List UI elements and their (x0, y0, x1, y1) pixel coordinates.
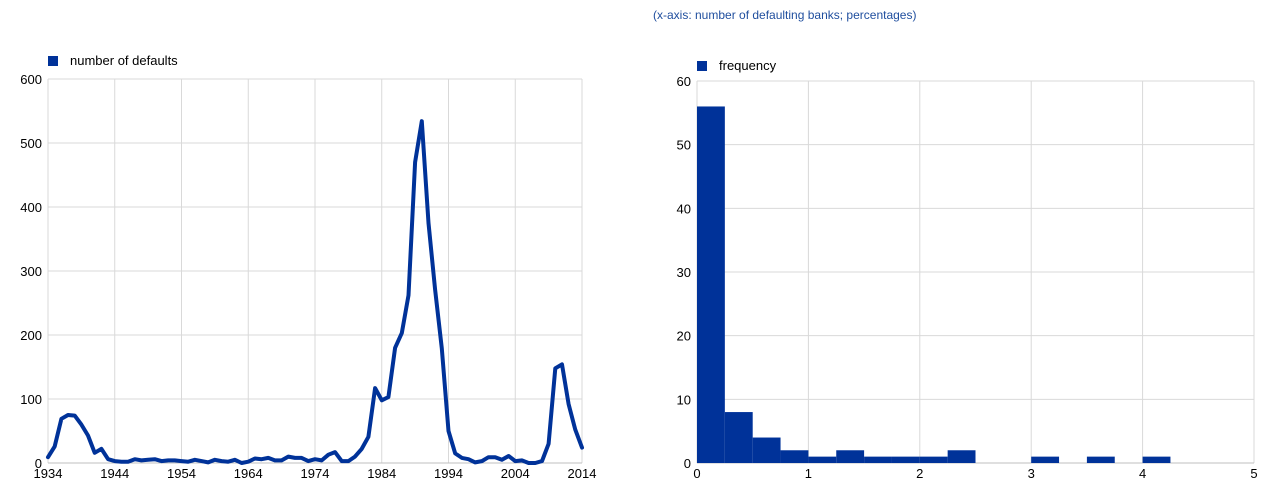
y-tick-label: 100 (20, 392, 42, 407)
y-tick-label: 600 (20, 72, 42, 87)
x-tick-label: 1974 (301, 466, 330, 481)
histogram-bar (891, 456, 920, 463)
legend-label: frequency (719, 58, 777, 73)
histogram-bar (1086, 456, 1115, 463)
y-tick-label: 500 (20, 136, 42, 151)
series-line-number-of-defaults (46, 119, 584, 465)
y-tick-label: 0 (684, 456, 691, 471)
histogram-bar (808, 456, 837, 463)
histogram-bar (724, 412, 753, 463)
histogram-bar (1031, 456, 1060, 463)
histogram-bar (697, 106, 725, 463)
histogram-bar (752, 437, 781, 463)
x-tick-label: 1994 (434, 466, 463, 481)
x-tick-label: 4 (1139, 466, 1146, 481)
y-tick-label: 200 (20, 328, 42, 343)
x-tick-label: 0 (693, 466, 700, 481)
legend-label: number of defaults (70, 53, 178, 68)
histogram-bar (1142, 456, 1171, 463)
histogram-bar (864, 456, 892, 463)
x-tick-label: 1954 (167, 466, 196, 481)
y-tick-label: 0 (35, 456, 42, 471)
x-tick-label: 1964 (234, 466, 263, 481)
y-tick-label: 50 (677, 138, 691, 153)
y-tick-label: 300 (20, 264, 42, 279)
x-tick-label: 1934 (34, 466, 63, 481)
y-tick-label: 400 (20, 200, 42, 215)
histogram-bar (780, 450, 809, 463)
histogram-bar (836, 450, 865, 463)
legend-swatch (48, 56, 58, 66)
x-tick-label: 5 (1250, 466, 1257, 481)
x-tick-label: 1984 (367, 466, 396, 481)
chart-defaults-line: 0 100 200 300 400 500 600 1934 1944 1954 1964 1974 1… (20, 53, 596, 481)
chart-subtitle: (x-axis: number of defaulting banks; per… (653, 8, 917, 22)
chart-frequency-histogram: 0 10 20 30 40 50 60 0 1 2 3 4 5 frequency (677, 58, 1258, 481)
x-tick-label: 2014 (568, 466, 597, 481)
x-tick-label: 2 (916, 466, 923, 481)
x-tick-label: 1944 (100, 466, 129, 481)
x-tick-label: 2004 (501, 466, 530, 481)
histogram-bar (947, 450, 976, 463)
y-tick-label: 60 (677, 74, 691, 89)
y-tick-label: 10 (677, 392, 691, 407)
y-tick-label: 20 (677, 329, 691, 344)
histogram-bar (919, 456, 948, 463)
y-tick-label: 40 (677, 201, 691, 216)
x-tick-label: 1 (805, 466, 812, 481)
legend-swatch (697, 61, 707, 71)
x-tick-label: 3 (1028, 466, 1035, 481)
y-tick-label: 30 (677, 265, 691, 280)
